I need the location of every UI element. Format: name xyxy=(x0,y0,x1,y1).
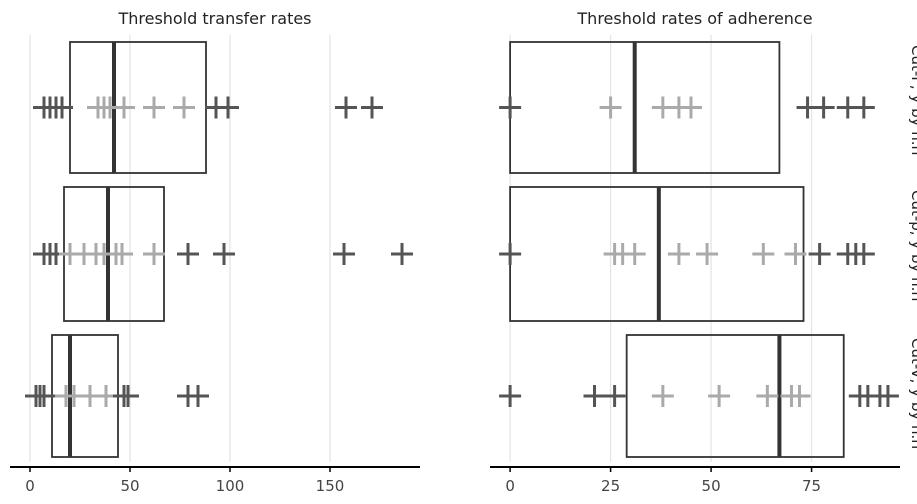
panel-1-row-0-point-0 xyxy=(499,96,522,119)
panel-0-row-1-point-10 xyxy=(177,243,199,265)
panel-1-row-0-box xyxy=(509,41,781,174)
panel-0-row-0-point-7 xyxy=(113,96,135,119)
panel-0-tick-label-1: 50 xyxy=(120,477,139,495)
panel-0-row-1-point-9 xyxy=(143,243,165,265)
panel-1-row-2-point-1 xyxy=(583,385,606,407)
panel-1-row-2-point-3 xyxy=(651,385,674,407)
panel-1-row-1-point-7 xyxy=(784,243,807,265)
panel-0-row-0-point-8 xyxy=(143,96,165,119)
panel-1-row-0-point-4 xyxy=(679,96,702,119)
panel-1-row-2-point-0 xyxy=(499,385,522,407)
panel-1-row-1-point-8 xyxy=(808,243,831,265)
panel-1-tick-label-3: 75 xyxy=(802,477,821,495)
panel-0-row-0-point-13 xyxy=(361,96,383,119)
panel-0-row-2-point-10 xyxy=(187,385,209,407)
panel-0-row-1-point-12 xyxy=(333,243,355,265)
panel-0-row-2-point-8 xyxy=(117,385,139,407)
panel-1-tick-label-0: 0 xyxy=(505,477,515,495)
facet-strip-label-0: Cut-F, y by h.rr xyxy=(908,45,917,158)
panel-0-title: Threshold transfer rates xyxy=(117,9,311,28)
panel-0-row-1-point-8 xyxy=(111,243,133,265)
facet-strip-label-1: Cut-p, y by h.rr xyxy=(908,190,917,304)
panel-1-row-1-point-4 xyxy=(667,243,690,265)
panel-1-row-0-point-1 xyxy=(599,96,622,119)
panel-1-row-2-point-11 xyxy=(876,385,899,407)
panel-0-row-0-point-11 xyxy=(217,96,239,119)
panel-1-title: Threshold rates of adherence xyxy=(576,9,812,28)
facet-strip-label-2: Cut-V, y by h.rr xyxy=(908,338,917,452)
panel-1-row-1-point-0 xyxy=(499,243,522,265)
panel-1-row-0-point-8 xyxy=(852,96,875,119)
panel-0-row-0-point-9 xyxy=(173,96,195,119)
panel-1-row-1-point-5 xyxy=(696,243,719,265)
panel-1-row-2-point-5 xyxy=(756,385,779,407)
panel-1-row-2-box xyxy=(625,334,845,458)
panel-0-row-1-point-11 xyxy=(213,243,235,265)
panel-0-row-0-point-12 xyxy=(335,96,357,119)
panel-0-row-2-point-2 xyxy=(33,385,55,407)
panel-1-row-1-point-3 xyxy=(623,243,646,265)
panel-1-row-2-point-2 xyxy=(603,385,626,407)
panel-1-row-0-point-6 xyxy=(812,96,835,119)
panel-0-row-0-point-3 xyxy=(51,96,73,119)
panel-1-tick-label-1: 25 xyxy=(601,477,620,495)
panel-0-tick-label-0: 0 xyxy=(25,477,35,495)
panel-1-row-2-point-7 xyxy=(788,385,811,407)
panel-0-tick-label-2: 100 xyxy=(216,477,245,495)
panel-1-row-1-point-11 xyxy=(852,243,875,265)
panel-1-row-2-point-4 xyxy=(708,385,731,407)
panel-1-tick-label-2: 50 xyxy=(702,477,721,495)
panel-1-row-1-point-6 xyxy=(752,243,775,265)
panel-0-tick-label-3: 150 xyxy=(316,477,345,495)
panel-0-row-1-point-13 xyxy=(391,243,413,265)
